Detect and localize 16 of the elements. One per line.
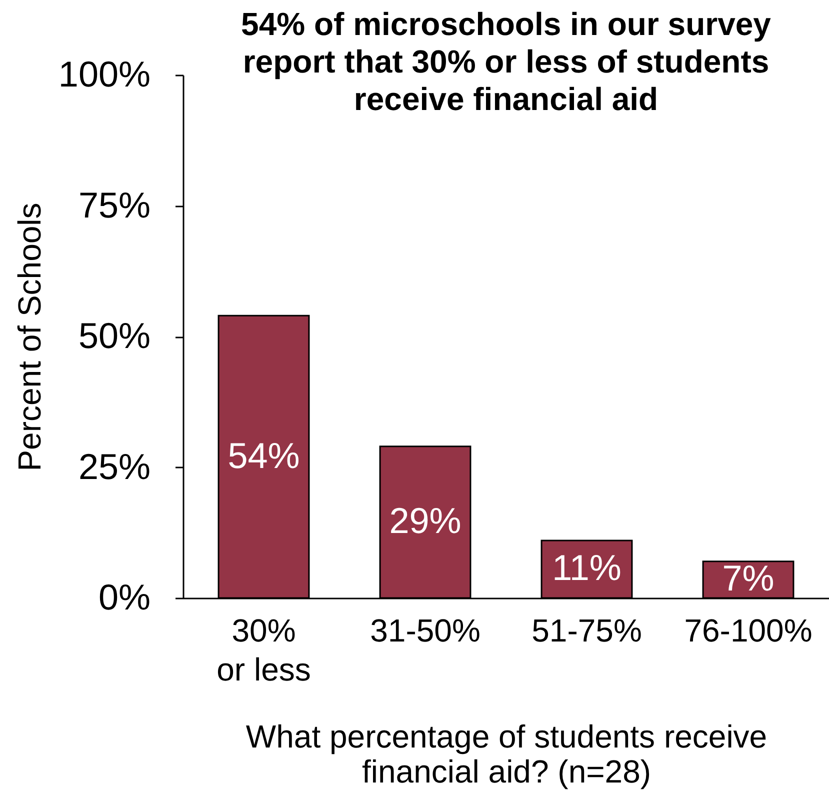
y-tick-label: 75% — [78, 184, 150, 226]
x-tick-label: 76-100% — [684, 612, 812, 648]
x-tick-label: 51-75% — [532, 612, 642, 648]
data-label: 29% — [389, 500, 462, 542]
y-tick-label: 0% — [98, 576, 150, 618]
y-tick-label: 25% — [78, 446, 150, 487]
data-label: 11% — [552, 547, 622, 588]
x-axis-title: What percentage of students receive financial aid? (n=28) — [246, 718, 768, 790]
y-tick-label: 100% — [58, 54, 150, 94]
data-label: 54% — [228, 434, 300, 476]
y-axis-title: Percent of Schools — [12, 202, 48, 472]
chart-title: 54% of microschools in our survey report that 30% or less of students receive financial aid — [241, 6, 772, 117]
y-tick-label: 50% — [78, 315, 150, 356]
x-tick-label: 31-50% — [370, 612, 480, 648]
data-label: 7% — [722, 558, 774, 599]
x-tick-label: 30% or less — [216, 612, 311, 688]
